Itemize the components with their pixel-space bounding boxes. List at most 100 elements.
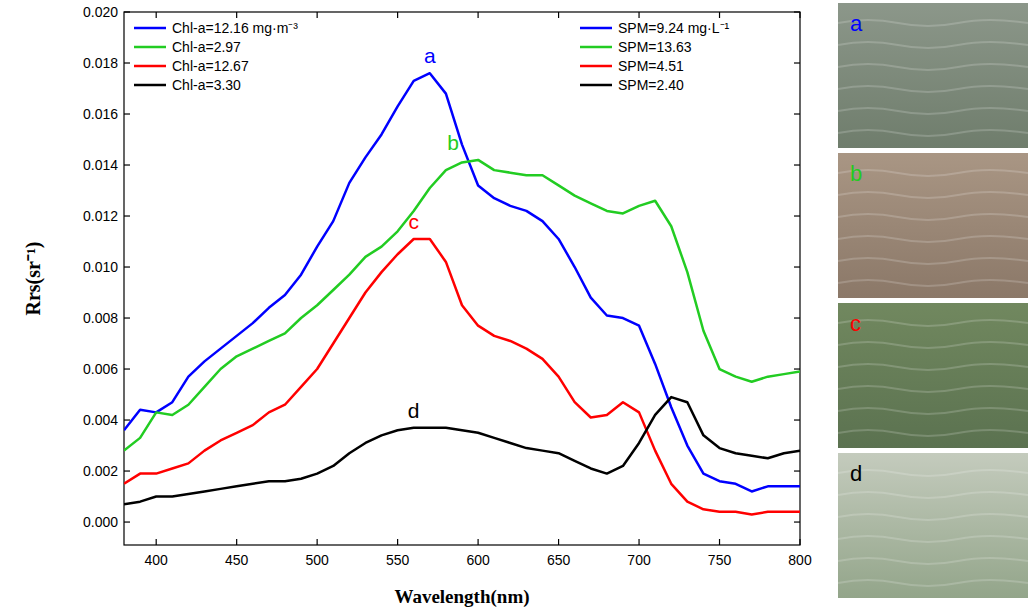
y-tick <box>124 215 130 216</box>
x-tick-top <box>236 12 237 18</box>
photo-ripple <box>838 408 1028 414</box>
plot-frame <box>124 12 800 545</box>
photo-panel <box>838 153 1028 298</box>
photo-ripple <box>838 492 1028 498</box>
legend-swatch <box>134 65 166 68</box>
y-tick-label: 0.014 <box>83 157 118 173</box>
legend-swatch <box>580 27 612 30</box>
y-tick <box>124 317 130 318</box>
y-tick <box>124 11 130 12</box>
x-tick-label: 400 <box>145 552 169 568</box>
photo-ripple <box>838 42 1028 48</box>
legend-swatch <box>134 46 166 49</box>
photo-ripple <box>838 20 1028 26</box>
x-tick <box>799 539 800 545</box>
y-tick <box>124 164 130 165</box>
x-tick <box>558 539 559 545</box>
curve-label: d <box>408 399 420 422</box>
legend-label: SPM=13.63 <box>618 39 692 55</box>
series-group <box>124 73 800 514</box>
photo-ripple <box>838 258 1028 264</box>
photo-panel <box>838 303 1028 448</box>
y-tick-right <box>794 521 800 522</box>
y-tick-label: 0.010 <box>83 259 118 275</box>
x-tick <box>719 539 720 545</box>
y-tick-right <box>794 368 800 369</box>
photo-ripple <box>838 320 1028 326</box>
x-tick-label: 600 <box>466 552 490 568</box>
curve-label: a <box>424 44 436 67</box>
photo-letter: d <box>850 461 862 486</box>
y-tick-label: 0.004 <box>83 412 118 428</box>
y-tick-right <box>794 266 800 267</box>
y-tick-label: 0.006 <box>83 361 118 377</box>
photo-ripple <box>838 558 1028 564</box>
x-tick-top <box>156 12 157 18</box>
x-tick <box>477 539 478 545</box>
series-line <box>124 73 800 491</box>
photo-letter: a <box>850 11 863 36</box>
photo-ripple <box>838 64 1028 70</box>
photo-ripple <box>838 386 1028 392</box>
photo-ripple <box>838 580 1028 586</box>
legend-label: Chl-a=12.16 mg·m⁻³ <box>172 20 298 36</box>
y-tick-label: 0.018 <box>83 55 118 71</box>
photo-ripple <box>838 470 1028 476</box>
y-tick-right <box>794 470 800 471</box>
y-tick <box>124 62 130 63</box>
photo-ripple <box>838 130 1028 136</box>
photo-ripple <box>838 170 1028 176</box>
x-axis-title: Wavelength(nm) <box>394 586 529 608</box>
legend-swatch <box>134 84 166 87</box>
x-tick-label: 800 <box>788 552 812 568</box>
legend-label: Chl-a=2.97 <box>172 39 241 55</box>
y-tick <box>124 368 130 369</box>
photo-ripple <box>838 430 1028 436</box>
y-tick <box>124 521 130 522</box>
curve-label: c <box>408 210 419 233</box>
y-tick <box>124 419 130 420</box>
x-tick <box>397 539 398 545</box>
x-tick-top <box>638 12 639 18</box>
y-tick-label: 0.002 <box>83 463 118 479</box>
x-tick-label: 500 <box>305 552 329 568</box>
legend-label: Chl-a=12.67 <box>172 58 249 74</box>
x-tick-top <box>719 12 720 18</box>
photo-ripple <box>838 364 1028 370</box>
y-tick-right <box>794 215 800 216</box>
x-tick-label: 750 <box>708 552 732 568</box>
legend-label: SPM=2.40 <box>618 77 684 93</box>
photo-ripple <box>838 342 1028 348</box>
chart-root: 0.0000.0020.0040.0060.0080.0100.0120.014… <box>0 0 1033 612</box>
legend-swatch <box>580 46 612 49</box>
series-line <box>124 239 800 514</box>
y-tick <box>124 470 130 471</box>
x-tick-top <box>397 12 398 18</box>
x-tick <box>638 539 639 545</box>
y-tick-right <box>794 113 800 114</box>
legend-label: Chl-a=3.30 <box>172 77 241 93</box>
photo-ripple <box>838 192 1028 198</box>
photo-ripple <box>838 86 1028 92</box>
photo-panel <box>838 3 1028 148</box>
x-tick-label: 700 <box>627 552 651 568</box>
y-axis-title: Rrs(sr⁻¹) <box>22 241 45 315</box>
curve-label: b <box>447 131 459 154</box>
legend-label: SPM=4.51 <box>618 58 684 74</box>
x-tick <box>156 539 157 545</box>
photo-ripple <box>838 236 1028 242</box>
x-tick-label: 650 <box>547 552 571 568</box>
y-tick-right <box>794 419 800 420</box>
y-tick <box>124 113 130 114</box>
y-tick-right <box>794 11 800 12</box>
photo-ripple <box>838 280 1028 286</box>
y-tick <box>124 266 130 267</box>
photo-panel <box>838 453 1028 598</box>
y-tick-label: 0.016 <box>83 106 118 122</box>
x-tick-label: 550 <box>386 552 410 568</box>
x-tick-top <box>317 12 318 18</box>
x-tick-label: 450 <box>225 552 249 568</box>
legend-swatch <box>580 65 612 68</box>
y-tick-label: 0.020 <box>83 4 118 20</box>
y-tick-right <box>794 164 800 165</box>
